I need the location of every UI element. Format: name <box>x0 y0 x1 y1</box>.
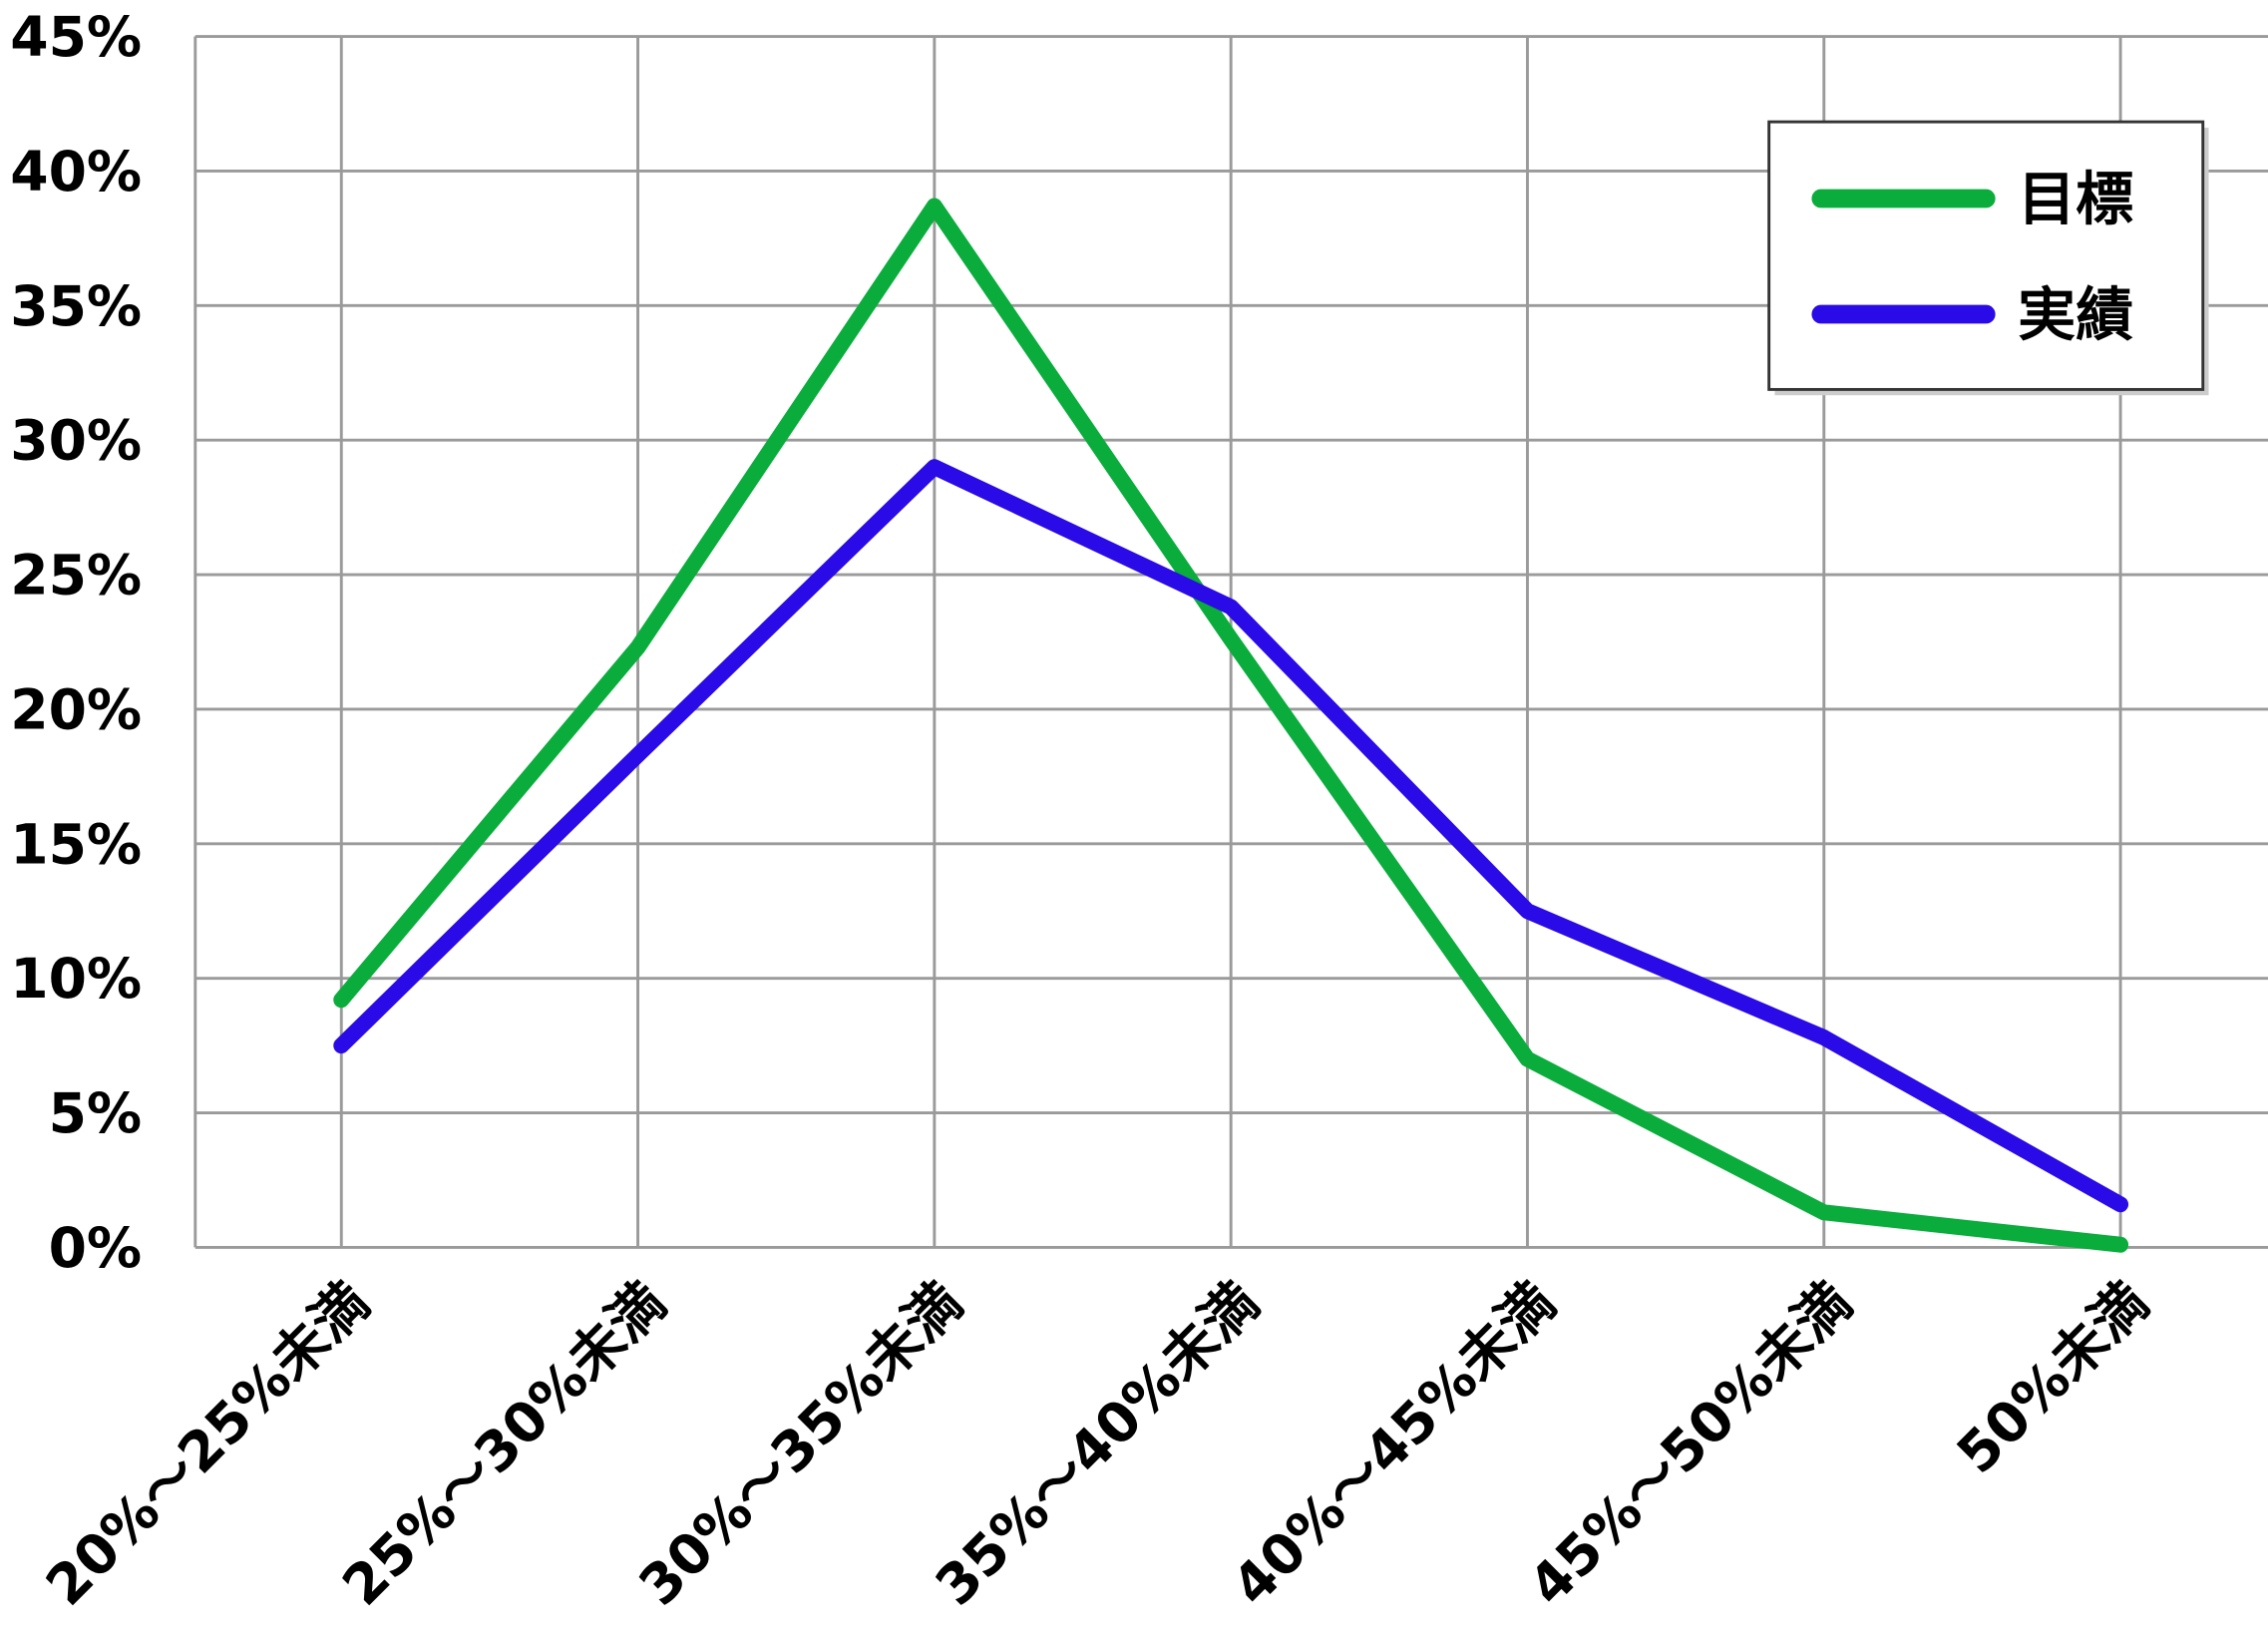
legend-label: 実績 <box>2018 280 2133 348</box>
y-tick-label: 15% <box>10 812 142 876</box>
y-tick-label: 25% <box>10 544 142 608</box>
x-tick-label: 50%未満 <box>1945 1270 2160 1485</box>
y-tick-label: 20% <box>10 677 142 741</box>
x-tick-label: 30%〜35%未満 <box>626 1270 974 1618</box>
y-tick-label: 5% <box>49 1081 143 1145</box>
y-tick-label: 0% <box>49 1216 143 1280</box>
y-tick-label: 35% <box>10 274 142 338</box>
y-tick-label: 45% <box>10 5 142 69</box>
x-tick-label: 20%〜25%未満 <box>34 1270 382 1618</box>
y-tick-label: 30% <box>10 409 142 473</box>
series-line <box>333 459 2129 1213</box>
x-tick-label: 40%〜45%未満 <box>1220 1270 1568 1618</box>
series-line <box>333 198 2129 1253</box>
x-tick-label: 35%〜40%未満 <box>924 1270 1272 1618</box>
legend <box>1767 120 2205 391</box>
x-tick-label: 45%〜50%未満 <box>1516 1270 1864 1618</box>
y-tick-label: 10% <box>10 947 142 1011</box>
x-tick-label: 25%〜30%未満 <box>330 1270 678 1618</box>
y-tick-label: 40% <box>10 140 142 204</box>
legend-label: 目標 <box>2018 165 2133 232</box>
